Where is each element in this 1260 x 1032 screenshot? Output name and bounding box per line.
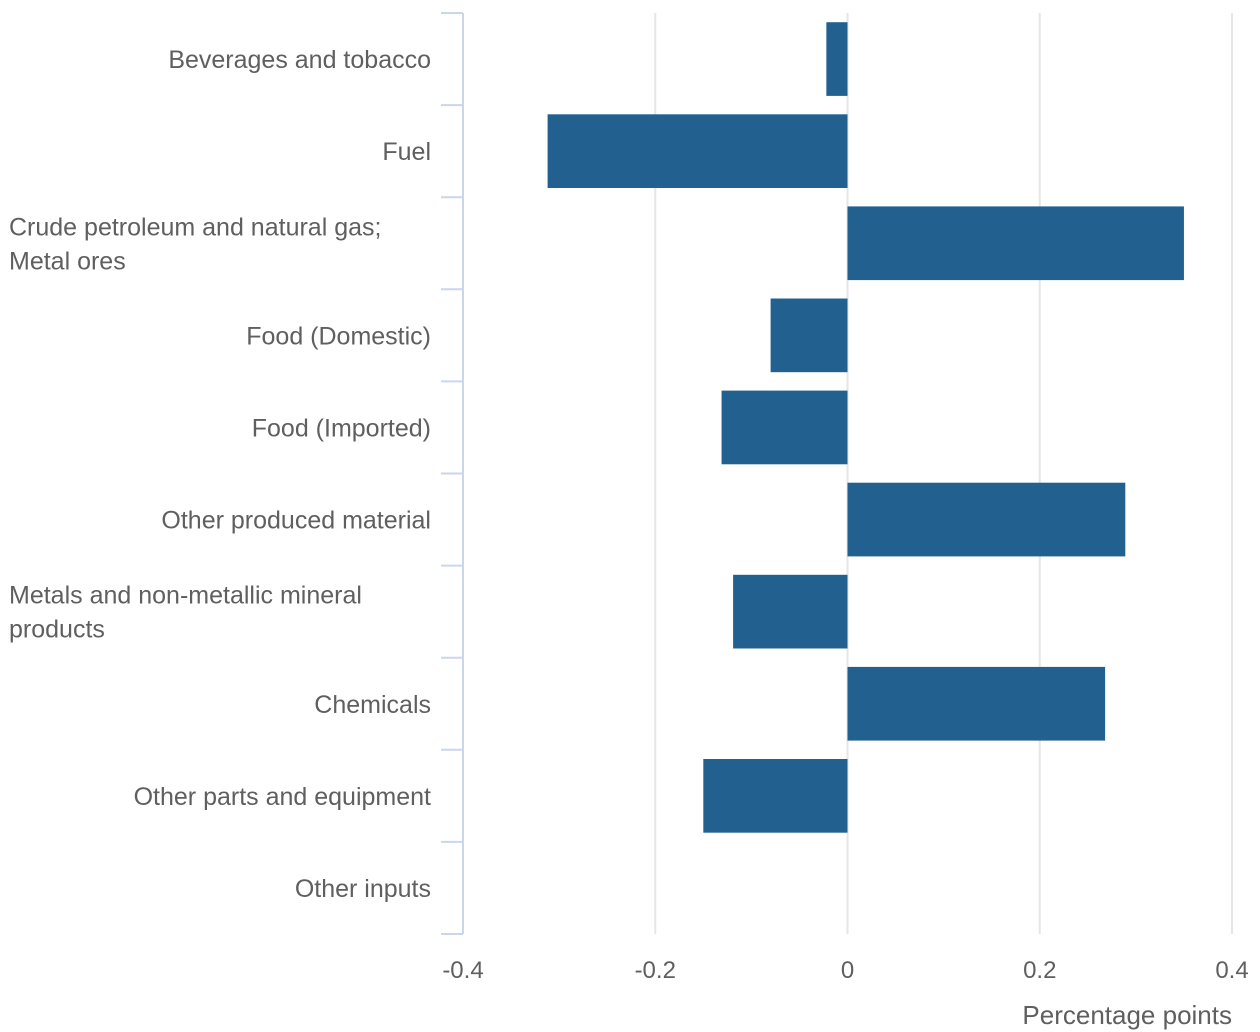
category-label: Food (Domestic) [246,322,431,350]
value-axis-labels: -0.4 -0.2 0 0.2 0.4 [442,957,1248,984]
bar [826,22,847,96]
x-tick-label: 0.2 [1023,957,1056,984]
bar [848,206,1184,280]
bar [733,575,847,649]
bar [848,483,1126,557]
category-label: Other inputs [295,875,431,903]
category-label: Other produced material [161,507,431,535]
category-label: Beverages and tobacco [168,46,431,74]
category-axis [441,13,463,934]
category-label: Chemicals [314,691,431,719]
x-tick-label: -0.2 [635,957,676,984]
category-label: Food (Imported) [252,414,431,442]
category-label: Other parts and equipment [134,783,431,811]
bar [848,667,1106,741]
bar [771,299,848,373]
bar [722,391,848,465]
bar [703,759,847,833]
bars [548,22,1184,832]
x-axis-title: Percentage points [1022,1000,1232,1030]
category-label: Crude petroleum and natural gas; Metal or… [9,213,381,275]
x-tick-label: 0.4 [1215,957,1248,984]
category-labels: Beverages and tobacco Fuel Crude petroleum… [9,46,431,903]
x-tick-label: 0 [841,957,854,984]
category-label: Metals and non-metallic mineral products [9,582,362,644]
category-label: Fuel [382,138,431,166]
x-tick-label: -0.4 [442,957,483,984]
bar [548,114,848,188]
